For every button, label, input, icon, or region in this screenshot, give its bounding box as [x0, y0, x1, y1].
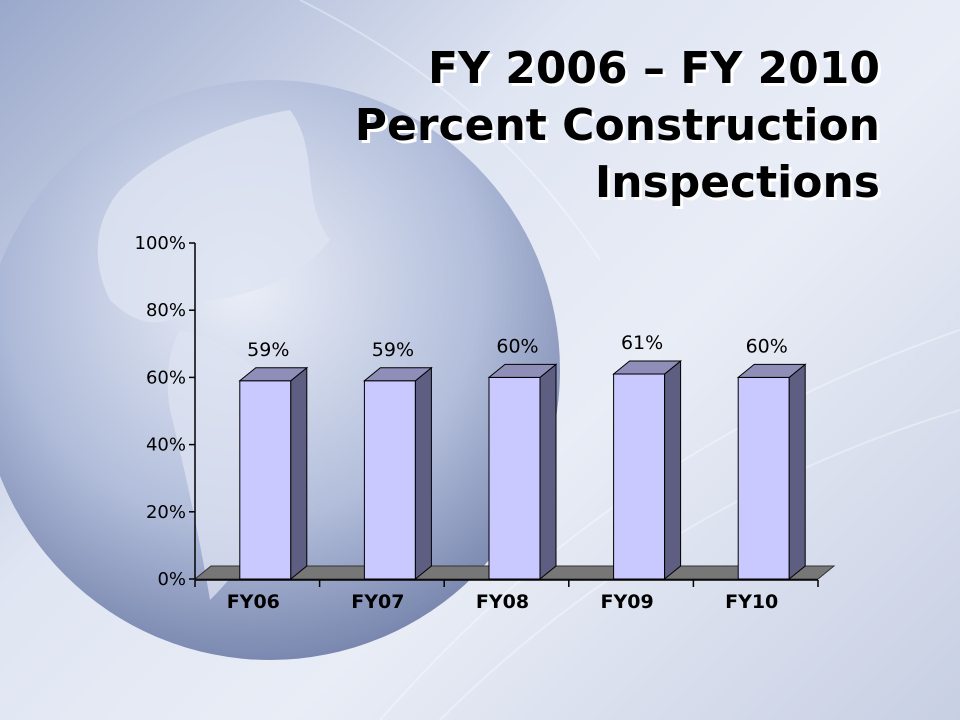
bar-side: [290, 366, 308, 581]
y-tick-label: 100%: [135, 233, 186, 254]
y-tick-label: 0%: [157, 569, 186, 590]
y-tick-label: 60%: [146, 367, 186, 388]
bar-side: [664, 359, 682, 581]
bar-side: [539, 363, 557, 581]
bar-data-label: 59%: [247, 339, 289, 361]
y-tick-label: 20%: [146, 502, 186, 523]
y-tick-label: 40%: [146, 435, 186, 456]
bar-side: [788, 363, 806, 581]
bar-data-label: 60%: [746, 335, 788, 357]
x-category-label: FY09: [601, 591, 654, 613]
bar-data-label: 59%: [372, 339, 414, 361]
bar-front: [488, 376, 541, 580]
title-line-1: FY 2006 – FY 2010: [427, 43, 880, 94]
bar-top: [362, 367, 433, 382]
continent-shape: [97, 110, 330, 323]
bar-data-label: 61%: [621, 332, 663, 354]
x-category-label: FY10: [725, 591, 778, 613]
bar-side: [414, 366, 432, 581]
bar-front: [613, 373, 666, 580]
bar-top: [487, 363, 558, 378]
bar-top: [736, 363, 807, 378]
x-category-label: FY06: [227, 591, 280, 613]
bar-front: [737, 376, 790, 580]
bar-top: [612, 360, 683, 375]
light-streak: [299, 0, 601, 261]
x-category-label: FY07: [351, 591, 404, 613]
slide-title: FY 2006 – FY 2010 Percent Construction I…: [120, 40, 880, 211]
bar-data-label: 60%: [496, 335, 538, 357]
bar-front: [363, 380, 416, 580]
bar-top: [238, 367, 309, 382]
title-line-2: Percent Construction: [354, 100, 880, 151]
bar-front: [239, 380, 292, 580]
y-tick-label: 80%: [146, 300, 186, 321]
title-line-3: Inspections: [594, 157, 880, 208]
x-category-label: FY08: [476, 591, 529, 613]
